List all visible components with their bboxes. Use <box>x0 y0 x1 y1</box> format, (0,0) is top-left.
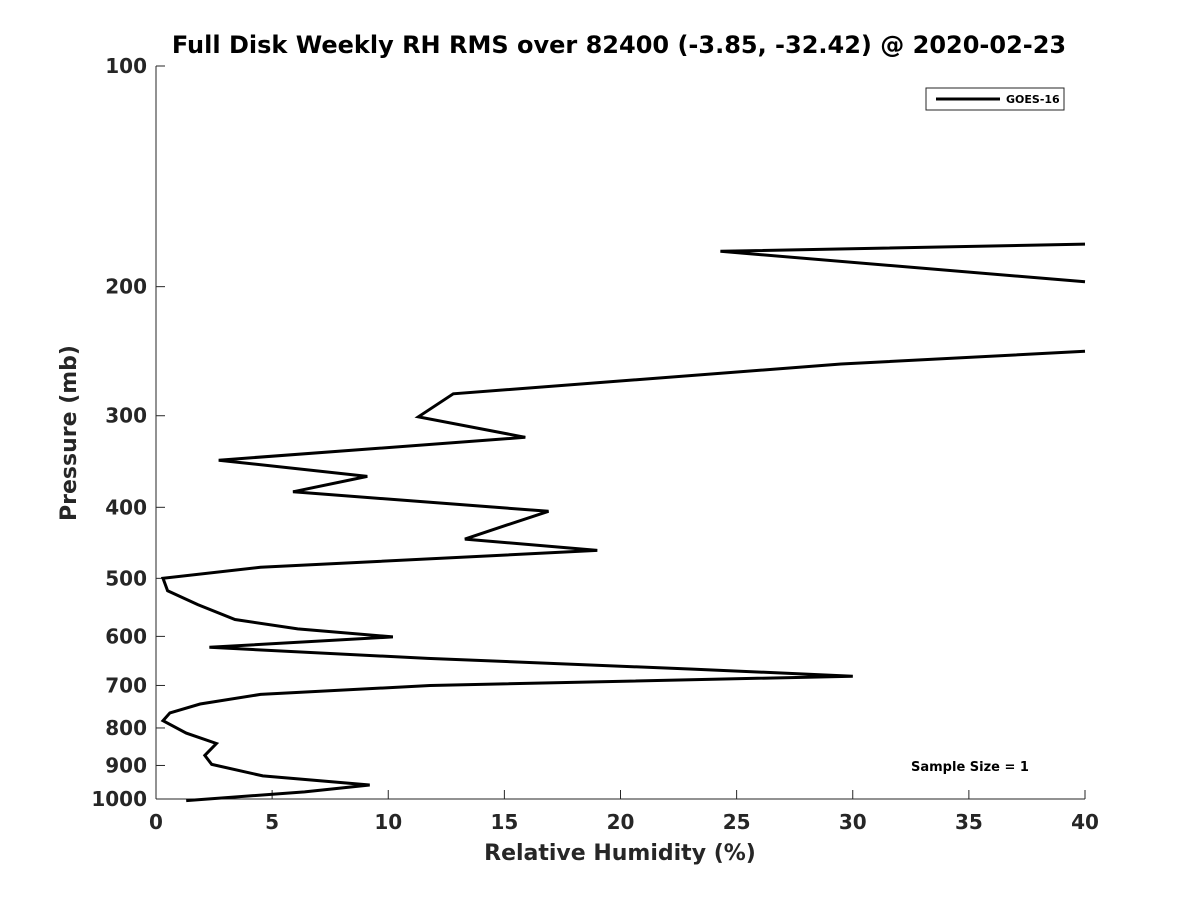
x-tick-label: 5 <box>265 810 279 834</box>
x-tick-label: 30 <box>839 810 867 834</box>
y-axis-label: Pressure (mb) <box>57 345 82 521</box>
y-tick-label: 1000 <box>91 787 147 811</box>
sample-size-annotation: Sample Size = 1 <box>911 760 1029 775</box>
series-line-goes-16 <box>160 242 1086 803</box>
legend: GOES-16 <box>925 87 1065 111</box>
x-axis-label: Relative Humidity (%) <box>484 841 756 866</box>
axes: 0 5 10 15 20 25 30 35 40 100 200 300 400 500 600 700 800… <box>91 54 1099 834</box>
y-tick-label: 700 <box>105 673 147 697</box>
x-tick-label: 15 <box>490 810 518 834</box>
y-tick-label: 800 <box>105 716 147 740</box>
legend-label-goes-16: GOES-16 <box>1006 93 1060 106</box>
y-tick-label: 600 <box>105 624 147 648</box>
x-tick-label: 35 <box>955 810 983 834</box>
x-tick-label: 25 <box>723 810 751 834</box>
y-tick-label: 200 <box>105 275 147 299</box>
y-tick-label: 500 <box>105 566 147 590</box>
chart-title: Full Disk Weekly RH RMS over 82400 (-3.8… <box>172 31 1066 59</box>
y-tick-label: 300 <box>105 404 147 428</box>
x-tick-label: 0 <box>149 810 163 834</box>
x-tick-label: 10 <box>374 810 402 834</box>
x-tick-label: 20 <box>607 810 635 834</box>
x-tick-label: 40 <box>1071 810 1099 834</box>
y-tick-label: 100 <box>105 54 147 78</box>
y-tick-label: 400 <box>105 495 147 519</box>
y-tick-label: 900 <box>105 753 147 777</box>
plot-lines <box>160 242 1086 803</box>
